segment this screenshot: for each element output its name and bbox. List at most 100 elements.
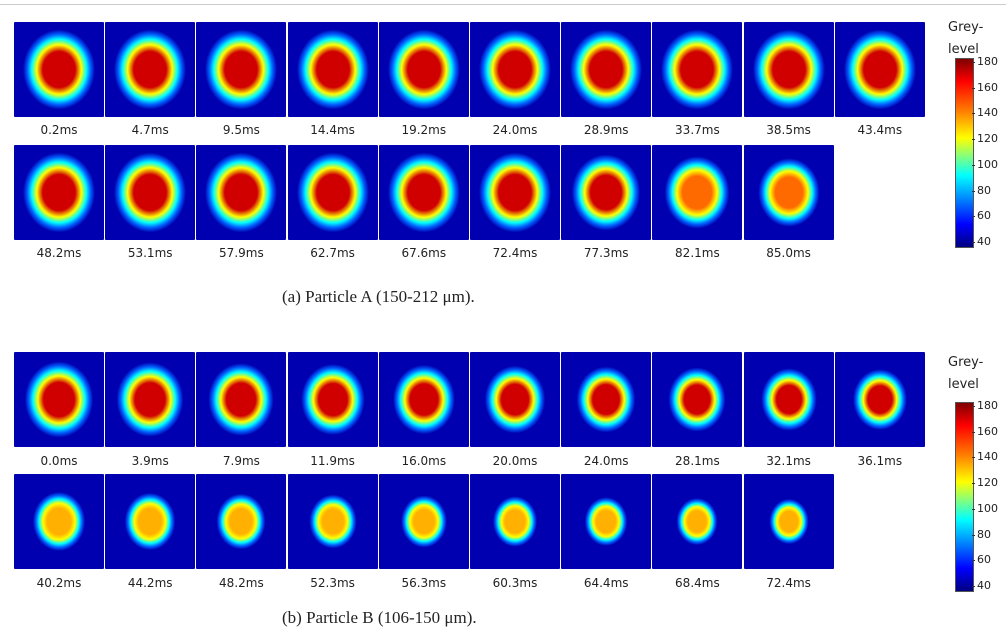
- frame-label: 0.0ms: [40, 454, 78, 468]
- colorbar-tick-label: 140: [977, 106, 998, 120]
- frame-label: 57.9ms: [219, 246, 264, 260]
- frame-label: 85.0ms: [766, 246, 811, 260]
- colorbar-tick: [972, 62, 975, 63]
- particle-frame: [105, 352, 196, 447]
- colorbar-tick-label: 80: [977, 527, 991, 541]
- colorbar-tick: [972, 560, 975, 562]
- colorbar-tick: [972, 406, 975, 407]
- frame-label: 9.5ms: [222, 123, 260, 137]
- particle-frame: [378, 352, 469, 447]
- colorbar-tick: [972, 216, 975, 218]
- particle-frame: [652, 22, 743, 117]
- particle-frame: [196, 22, 287, 117]
- colorbar-tick-label: 120: [977, 132, 998, 146]
- colorbar-tick: [972, 190, 975, 192]
- frame-label: 77.3ms: [583, 246, 629, 260]
- frame-label: 72.4ms: [492, 246, 538, 260]
- frame-label: 36.1ms: [857, 454, 903, 468]
- frame-label: 44.2ms: [127, 576, 173, 590]
- colorbar-tick: [972, 586, 975, 587]
- colorbar-tick: [972, 431, 975, 433]
- particle-frame: [561, 145, 652, 240]
- colorbar-tick-label: 180: [977, 399, 998, 412]
- colorbar-title: Grey-: [948, 355, 984, 370]
- particle-frame: [470, 145, 560, 240]
- particle-frame: [287, 22, 378, 117]
- colorbar-tick-label: 100: [977, 157, 998, 171]
- colorbar-tick: [972, 483, 975, 485]
- colorbar-tick-label: 60: [977, 209, 991, 223]
- colorbar-tick-label: 60: [977, 553, 991, 567]
- colorbar-tick-label: 40: [977, 235, 991, 248]
- frame-label: 38.5ms: [766, 123, 811, 137]
- frame-label: 64.4ms: [583, 576, 629, 590]
- frame-label: 14.4ms: [310, 123, 355, 137]
- particle-frame: [834, 22, 925, 117]
- particle-frame: [561, 352, 652, 447]
- particle-frame: [652, 352, 743, 447]
- particle-frame: [378, 145, 469, 240]
- colorbar-tick: [972, 508, 975, 510]
- particle-frame: [14, 474, 104, 569]
- particle-frame: [834, 352, 925, 447]
- frame-label: 43.4ms: [857, 123, 903, 137]
- particle-frame: [743, 352, 834, 447]
- particle-frame: [105, 145, 196, 240]
- particle-frame: [287, 352, 378, 447]
- colorbar-tick: [972, 164, 975, 166]
- colorbar-tick-label: 40: [977, 579, 991, 592]
- particle-frame: [14, 352, 104, 447]
- particle-frame: [14, 22, 104, 117]
- frame-label: 28.1ms: [675, 454, 720, 468]
- colorbar-tick-label: 160: [977, 424, 998, 438]
- colorbar-tick-label: 160: [977, 80, 998, 94]
- frame-label: 56.3ms: [401, 576, 447, 590]
- frame-label: 33.7ms: [675, 123, 720, 137]
- frame-label: 48.2ms: [219, 576, 264, 590]
- colorbar: [955, 58, 974, 248]
- colorbar: [955, 402, 974, 592]
- frame-label: 19.2ms: [401, 123, 447, 137]
- frame-label: 7.9ms: [222, 454, 260, 468]
- frame-label: 53.1ms: [127, 246, 173, 260]
- particle-frame: [196, 474, 287, 569]
- particle-frame: [287, 474, 378, 569]
- particle-frame: [196, 352, 287, 447]
- frame-label: 20.0ms: [492, 454, 538, 468]
- frame-label: 4.7ms: [131, 123, 169, 137]
- particle-frame: [561, 22, 652, 117]
- frame-label: 82.1ms: [675, 246, 720, 260]
- caption: (a) Particle A (150-212 μm).: [282, 287, 475, 306]
- frame-label: 60.3ms: [492, 576, 538, 590]
- particle-frame: [105, 22, 196, 117]
- frame-label: 16.0ms: [401, 454, 447, 468]
- frame-label: 62.7ms: [310, 246, 355, 260]
- particle-frame: [287, 145, 378, 240]
- particle-frame: [743, 22, 834, 117]
- colorbar-tick-label: 140: [977, 450, 998, 464]
- particle-frame: [378, 22, 469, 117]
- particle-frame: [743, 145, 834, 240]
- frame-label: 52.3ms: [310, 576, 355, 590]
- colorbar-tick: [972, 113, 975, 115]
- colorbar-tick: [972, 457, 975, 459]
- frame-label: 24.0ms: [492, 123, 538, 137]
- particle-frame: [378, 474, 469, 569]
- particle-frame: [470, 22, 560, 117]
- colorbar-tick-label: 180: [977, 55, 998, 68]
- colorbar-title: level: [948, 42, 979, 57]
- frame-label: 32.1ms: [766, 454, 811, 468]
- frame-label: 24.0ms: [583, 454, 629, 468]
- colorbar-tick-label: 120: [977, 476, 998, 490]
- frame-label: 28.9ms: [583, 123, 629, 137]
- colorbar-tick-label: 80: [977, 183, 991, 197]
- particle-frame: [105, 474, 196, 569]
- frame-label: 72.4ms: [766, 576, 811, 590]
- particle-frame: [14, 145, 104, 240]
- top-rule: [0, 4, 1006, 5]
- colorbar-title: Grey-: [948, 20, 984, 35]
- frame-label: 48.2ms: [36, 246, 82, 260]
- colorbar-tick: [972, 87, 975, 89]
- colorbar-tick: [972, 242, 975, 243]
